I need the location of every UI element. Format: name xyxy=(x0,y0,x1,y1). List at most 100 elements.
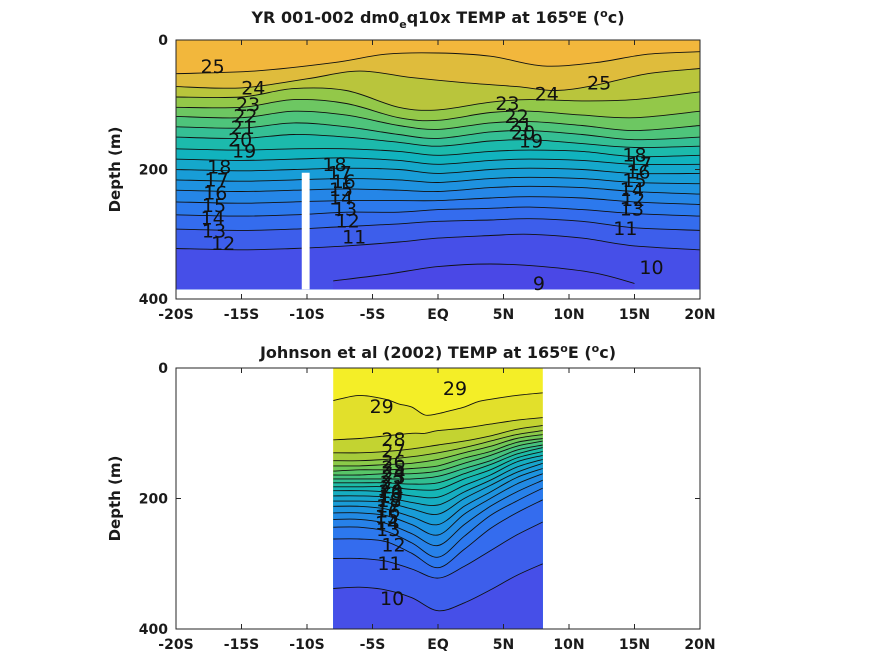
bottom-contour-panel: 29 29 282726252423222120191817161514131211… xyxy=(106,342,716,653)
y-tick-label: 200 xyxy=(139,492,168,508)
contour-label: 12 xyxy=(381,534,405,556)
contour-label: 17 xyxy=(205,170,229,192)
contour-label: 19 xyxy=(519,131,543,153)
contour-label: 14 xyxy=(201,208,225,230)
title-part: o xyxy=(592,342,600,355)
isotherm-19 xyxy=(176,134,700,149)
contour-label: 25 xyxy=(201,56,225,78)
x-tick-label: -20S xyxy=(158,637,193,653)
isotherm-15 xyxy=(176,176,700,185)
contour-label: 21 xyxy=(380,476,404,498)
contour-label: 25 xyxy=(381,457,405,479)
contour-label: 17 xyxy=(628,153,652,175)
contour-label: 12 xyxy=(336,210,360,232)
x-tick-label: 20N xyxy=(684,307,715,323)
x-tick-label: 15N xyxy=(619,637,650,653)
contour-label: 24 xyxy=(381,462,405,484)
x-tick-label: EQ xyxy=(427,307,449,323)
contour-label: 16 xyxy=(203,182,227,204)
title-part: c) xyxy=(599,343,616,362)
contour-label: 15 xyxy=(329,179,353,201)
isotherm-12 xyxy=(176,206,700,217)
contour-label: 11 xyxy=(613,218,637,240)
y-tick-label: 200 xyxy=(139,163,168,179)
isotherm-22 xyxy=(333,444,543,480)
isotherm-21 xyxy=(333,447,543,485)
isotherm-14 xyxy=(333,479,543,547)
contour-label: 18 xyxy=(322,154,346,176)
isotherm-10 xyxy=(176,233,700,251)
contour-label: 12 xyxy=(621,189,645,211)
contour-label: 16 xyxy=(626,162,650,184)
contour-label: 12 xyxy=(211,233,235,255)
isotherm-16 xyxy=(176,167,700,175)
contour-label: 14 xyxy=(329,188,353,210)
isotherm-27 xyxy=(333,424,543,454)
isotherm-17 xyxy=(333,462,543,515)
isotherm-20 xyxy=(333,451,543,491)
contour-label: 25 xyxy=(587,72,611,94)
isotherm-18 xyxy=(333,458,543,506)
isotherm-29 xyxy=(333,392,543,416)
contour-label: 11 xyxy=(342,226,366,248)
contour-label: 14 xyxy=(375,512,399,534)
contour-label: 26 xyxy=(381,452,405,474)
x-tick-label: -10S xyxy=(289,307,324,323)
contour-label: 21 xyxy=(508,114,532,136)
title-part: E ( xyxy=(576,8,600,27)
isotherm-18 xyxy=(176,148,700,158)
isotherm-13 xyxy=(176,196,700,205)
isotherm-19 xyxy=(333,454,543,499)
isotherm-28 xyxy=(333,417,543,441)
x-tick-label: -15S xyxy=(224,637,259,653)
y-tick-label: 0 xyxy=(158,33,168,49)
title-part: e xyxy=(399,18,406,31)
x-tick-label: -10S xyxy=(289,637,324,653)
contour-lines xyxy=(176,51,700,284)
contour-label: 29 xyxy=(370,396,394,418)
contour-label: 17 xyxy=(376,495,400,517)
contour-label: 19 xyxy=(379,486,403,508)
contour-lines xyxy=(333,392,543,612)
isotherm-23 xyxy=(176,87,700,111)
contour-label: 18 xyxy=(377,490,401,512)
color-field xyxy=(333,368,543,629)
contour-label: 23 xyxy=(495,93,519,115)
x-tick-label: -20S xyxy=(158,307,193,323)
isotherm-23 xyxy=(333,440,543,476)
isotherm-20 xyxy=(176,122,700,141)
contour-label: 20 xyxy=(379,481,403,503)
title-part: E ( xyxy=(568,343,592,362)
title-part: o xyxy=(600,7,608,20)
contour-label: 21 xyxy=(231,117,255,139)
isotherm-24 xyxy=(176,68,700,91)
contour-label: 22 xyxy=(380,472,404,494)
contour-label: 13 xyxy=(620,199,644,221)
isotherm-25 xyxy=(176,51,700,75)
y-tick-label: 400 xyxy=(139,292,168,308)
contour-label: 16 xyxy=(376,501,400,523)
isotherm-16 xyxy=(333,468,543,526)
x-tick-label: 15N xyxy=(619,307,650,323)
isotherm-10 xyxy=(333,563,543,612)
x-tick-label: EQ xyxy=(427,637,449,653)
isotherm-26 xyxy=(333,430,543,462)
title-part: q10x TEMP at 165 xyxy=(407,8,569,27)
contour-label: 18 xyxy=(207,157,231,179)
contour-label: 22 xyxy=(505,106,529,128)
contour-label: 20 xyxy=(228,129,252,151)
contour-label: 29 xyxy=(443,378,467,400)
contour-label: 23 xyxy=(236,94,260,116)
x-tick-label: 5N xyxy=(493,637,514,653)
fill-band-9 xyxy=(333,264,635,290)
fill-band-10 xyxy=(333,563,543,629)
x-tick-label: 10N xyxy=(553,307,584,323)
y-tick-label: 0 xyxy=(158,361,168,377)
title-part: YR 001-002 dm0 xyxy=(250,8,399,27)
contour-label: 23 xyxy=(381,467,405,489)
x-tick-label: 20N xyxy=(684,637,715,653)
isotherm-13 xyxy=(333,487,543,558)
contour-label: 15 xyxy=(375,506,399,528)
isotherm-15 xyxy=(333,473,543,536)
